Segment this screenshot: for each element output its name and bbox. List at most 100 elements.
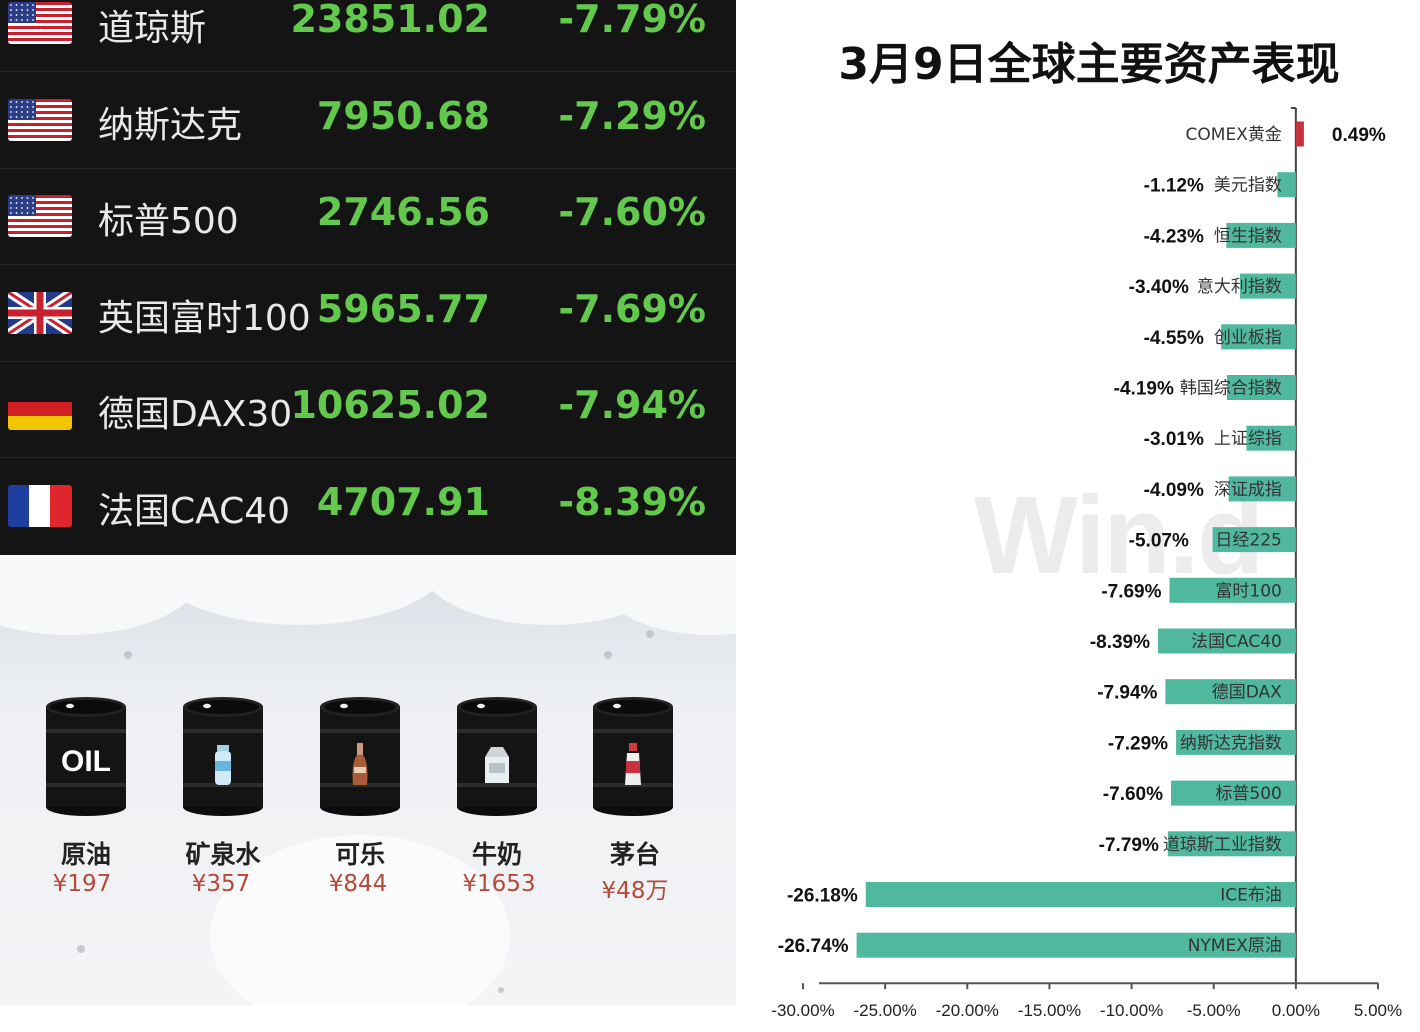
barrel-price: ¥48万 — [601, 878, 669, 904]
uk-flag-icon — [8, 292, 72, 334]
bar — [865, 882, 1296, 907]
value-label: -7.79% — [1099, 835, 1159, 856]
value-label: -1.12% — [1144, 176, 1204, 197]
x-tick-label: -25.00% — [853, 1001, 916, 1020]
dot-decoration — [604, 651, 612, 659]
value-label: -4.23% — [1144, 226, 1204, 247]
value-label: -7.29% — [1108, 733, 1168, 754]
quote-change: -7.94% — [558, 383, 706, 427]
value-label: -5.07% — [1129, 531, 1189, 552]
category-label: 美元指数 — [1214, 176, 1282, 196]
chart-title: 3月9日全球主要资产表现 — [838, 39, 1340, 90]
quote-row-sp500[interactable]: 标普500 2746.56 -7.60% — [0, 168, 736, 265]
barrel-name: 原油 — [60, 840, 111, 869]
value-label: 0.49% — [1332, 125, 1386, 146]
category-label: 恒生指数 — [1214, 226, 1282, 246]
svg-text:OIL: OIL — [61, 745, 111, 778]
quote-name: 道琼斯 — [98, 8, 207, 49]
quote-value: 5965.77 — [316, 287, 490, 331]
bar — [856, 932, 1296, 958]
bar — [1167, 831, 1296, 857]
bar — [1295, 121, 1304, 147]
dot-decoration — [77, 945, 85, 953]
quote-name: 法国CAC40 — [98, 491, 291, 532]
category-label: 创业板指 — [1214, 328, 1282, 348]
category-label: NYMEX原油 — [1188, 936, 1282, 956]
value-label: -3.01% — [1144, 429, 1204, 450]
x-tick-label: 0.00% — [1272, 1001, 1320, 1020]
bar — [1165, 679, 1296, 705]
cloud-decoration — [210, 835, 510, 1005]
oil-barrel-icon: OIL — [44, 695, 128, 817]
value-label: -26.18% — [787, 886, 858, 907]
quote-value: 4707.91 — [316, 480, 490, 524]
bar — [1176, 729, 1296, 755]
bar — [1212, 527, 1296, 553]
x-tick-label: -15.00% — [1018, 1001, 1081, 1020]
category-label: COMEX黄金 — [1186, 125, 1282, 145]
value-label: -7.60% — [1103, 784, 1163, 805]
value-label: -3.40% — [1129, 277, 1189, 298]
category-label: 富时100 — [1215, 581, 1281, 601]
x-tick-label: -20.00% — [936, 1001, 999, 1020]
bar — [1227, 375, 1296, 400]
quote-row-dow[interactable]: 道琼斯 23851.02 -7.79% — [0, 0, 736, 72]
quote-value: 23851.02 — [290, 0, 490, 41]
barrel-price-comparison: OIL 原油 ¥197 矿泉水 ¥357 可乐 ¥844 牛奶 ¥1653 茅台… — [0, 555, 736, 1005]
bar — [1221, 324, 1296, 350]
x-tick-label: 5.00% — [1354, 1001, 1402, 1020]
value-label: -4.19% — [1114, 379, 1174, 400]
barrel-name: 牛奶 — [471, 840, 522, 869]
value-label: -26.74% — [778, 936, 849, 957]
value-label: -8.39% — [1090, 632, 1150, 653]
quote-row-ftse[interactable]: 英国富时100 5965.77 -7.69% — [0, 265, 736, 362]
category-label: 标普500 — [1215, 784, 1281, 804]
index-quote-list: 道琼斯 23851.02 -7.79% 纳斯达克 7950.68 -7.29% … — [0, 0, 736, 555]
cola-bottle-barrel-icon — [318, 695, 402, 817]
quote-change: -7.79% — [558, 0, 706, 41]
quote-change: -7.60% — [558, 190, 706, 234]
milk-carton-barrel-icon — [455, 695, 539, 817]
category-label: 上证综指 — [1214, 429, 1282, 449]
quote-row-cac[interactable]: 法国CAC40 4707.91 -8.39% — [0, 458, 736, 554]
bar — [1226, 222, 1296, 248]
us-flag-icon — [8, 99, 72, 141]
category-label: 日经225 — [1215, 531, 1281, 551]
quote-row-nasdaq[interactable]: 纳斯达克 7950.68 -7.29% — [0, 72, 736, 169]
quote-value: 2746.56 — [316, 190, 490, 234]
quote-change: -8.39% — [558, 480, 706, 524]
quote-name: 英国富时100 — [98, 298, 311, 339]
us-flag-icon — [8, 2, 72, 44]
category-label: ICE布油 — [1220, 886, 1282, 906]
category-label: 道琼斯工业指数 — [1163, 835, 1282, 855]
france-flag-icon — [8, 485, 72, 527]
quote-change: -7.69% — [558, 287, 706, 331]
quote-value: 10625.02 — [290, 383, 490, 427]
barrel-price: ¥844 — [328, 871, 388, 897]
quote-name: 标普500 — [98, 201, 239, 242]
bar — [1158, 628, 1296, 654]
bar — [1240, 273, 1296, 299]
water-bottle-barrel-icon — [181, 695, 265, 817]
quote-row-dax[interactable]: 德国DAX30 10625.02 -7.94% — [0, 361, 736, 458]
quote-change: -7.29% — [558, 94, 706, 138]
bar — [1171, 780, 1296, 806]
category-label: 深证成指 — [1214, 480, 1282, 500]
x-tick-label: -30.00% — [771, 1001, 834, 1020]
germany-flag-icon — [8, 388, 72, 430]
quote-name: 纳斯达克 — [98, 105, 243, 146]
liquor-bottle-barrel-icon — [591, 695, 675, 817]
quote-value: 7950.68 — [316, 94, 490, 138]
cloud-decoration — [600, 555, 736, 635]
barrel-name: 茅台 — [609, 840, 660, 869]
quote-name: 德国DAX30 — [98, 394, 293, 435]
category-label: 纳斯达克指数 — [1180, 733, 1282, 753]
value-label: -7.69% — [1101, 581, 1161, 602]
barrel-price: ¥197 — [52, 871, 112, 897]
bar — [1169, 577, 1296, 603]
barrel-name: 可乐 — [334, 840, 385, 869]
category-label: 意大利指数 — [1197, 277, 1282, 297]
value-label: -7.94% — [1097, 683, 1157, 704]
category-label: 韩国综合指数 — [1180, 379, 1282, 399]
bar — [1246, 425, 1296, 451]
